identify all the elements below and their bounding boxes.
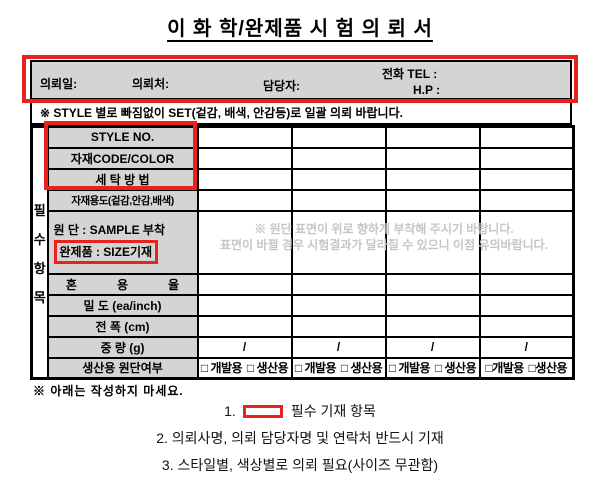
style-set-notice: ※ STYLE 별로 빠짐없이 SET(겉감, 배색, 안감등)로 일괄 의뢰 … (30, 100, 572, 125)
input-cell[interactable] (478, 167, 575, 191)
wash-method-label: 세 탁 방 법 (46, 167, 199, 191)
fabric-width-label: 전 폭 (cm) (46, 314, 199, 338)
required-items-vertical-header: 필 수 항 목 (30, 125, 49, 380)
required-column-char: 목 (33, 289, 46, 305)
density-label: 밀 도 (ea/inch) (46, 293, 199, 317)
request-date-label: 의뢰일: (40, 77, 78, 91)
input-cell[interactable] (196, 272, 293, 296)
input-cell[interactable] (384, 167, 481, 191)
input-cell[interactable] (384, 272, 481, 296)
footer-note-1-text: 필수 기재 항목 (290, 403, 376, 419)
weight-input-cell[interactable]: / (290, 335, 387, 359)
input-cell[interactable] (478, 188, 575, 212)
contact-header-row: 의뢰일: 의뢰처: 담당자: 전화 TEL : H.P : (30, 60, 572, 100)
input-cell[interactable] (384, 314, 481, 338)
required-column-char: 수 (33, 231, 46, 247)
input-cell[interactable] (196, 188, 293, 212)
material-use-label: 자재용도(겉감,안감,배색) (46, 188, 199, 212)
footer-note-2: 2. 의뢰사명, 의뢰 담당자명 및 연락처 반드시 기재 (156, 430, 444, 446)
required-box-legend-icon (242, 405, 283, 418)
footer-note-1-number: 1. (224, 403, 236, 419)
finished-size-required-highlight: 완제품 : SIZE기재 (53, 239, 159, 264)
prod-checkbox-option[interactable]: □ 생산용 (246, 361, 289, 376)
weight-input-cell[interactable]: / (196, 335, 293, 359)
input-cell[interactable] (384, 125, 481, 149)
footer-note-3: 3. 스타일별, 색상별로 의뢰 필요(사이즈 무관함) (161, 457, 439, 473)
input-cell[interactable] (478, 209, 575, 275)
prod-checkbox-option[interactable]: □ 생산용 (340, 361, 383, 376)
production-fabric-label: 생산용 원단여부 (46, 356, 199, 380)
tel-label: 전화 TEL : (382, 67, 438, 81)
input-cell[interactable] (290, 293, 387, 317)
dev-checkbox-option[interactable]: □ 개발용 (200, 361, 243, 376)
input-cell[interactable] (384, 293, 481, 317)
input-cell[interactable] (290, 167, 387, 191)
test-request-table: 필 수 항 목 STYLE NO. 자재CODE/COLOR 세 탁 방 법 자… (30, 125, 575, 380)
dev-checkbox-option[interactable]: □ 개발용 (294, 361, 337, 376)
input-cell[interactable] (478, 314, 575, 338)
client-label: 의뢰처: (132, 77, 170, 91)
usage-cell: □ 개발용 □ 생산용 (196, 356, 293, 380)
input-cell[interactable] (196, 314, 293, 338)
input-cell[interactable] (290, 188, 387, 212)
input-cell[interactable] (196, 293, 293, 317)
usage-cell: □ 개발용 □ 생산용 (384, 356, 481, 380)
required-column-char: 필 (33, 202, 46, 218)
input-cell[interactable] (290, 209, 387, 275)
input-cell[interactable] (478, 125, 575, 149)
input-cell[interactable] (478, 272, 575, 296)
weight-input-cell[interactable]: / (384, 335, 481, 359)
page-title: 이 화 학/완제품 시 험 의 뢰 서 (167, 18, 433, 40)
do-not-fill-warning: ※ 아래는 작성하지 마세요. (33, 384, 184, 398)
input-cell[interactable] (290, 146, 387, 170)
mobile-label: H.P : (413, 83, 441, 97)
input-cell[interactable] (384, 209, 481, 275)
weight-input-cell[interactable]: / (478, 335, 575, 359)
manager-label: 담당자: (263, 79, 301, 93)
fabric-sample-line: 원 단 : SAMPLE 부착 (53, 222, 166, 237)
input-cell[interactable] (290, 125, 387, 149)
input-cell[interactable] (290, 272, 387, 296)
dev-checkbox-option[interactable]: □ 개발용 (388, 361, 431, 376)
dev-checkbox-option[interactable]: □개발용 (485, 361, 524, 376)
input-cell[interactable] (384, 188, 481, 212)
input-cell[interactable] (196, 146, 293, 170)
input-cell[interactable] (196, 167, 293, 191)
input-cell[interactable] (196, 125, 293, 149)
input-cell[interactable] (478, 293, 575, 317)
weight-label: 중 량 (g) (46, 335, 199, 359)
input-cell[interactable] (196, 209, 293, 275)
input-cell[interactable] (290, 314, 387, 338)
input-cell[interactable] (478, 146, 575, 170)
usage-cell: □ 개발용 □ 생산용 (290, 356, 387, 380)
usage-cell: □개발용 □생산용 (478, 356, 575, 380)
prod-checkbox-option[interactable]: □ 생산용 (434, 361, 477, 376)
input-cell[interactable] (384, 146, 481, 170)
footer-note-1: 1. 필수 기재 항목 (0, 398, 600, 425)
material-code-label: 자재CODE/COLOR (46, 146, 199, 170)
blend-ratio-label: 혼 용 율 (46, 272, 199, 296)
required-column-char: 항 (33, 260, 46, 276)
prod-checkbox-option[interactable]: □생산용 (528, 361, 568, 376)
style-no-label: STYLE NO. (46, 125, 199, 149)
footer-notes: 1. 필수 기재 항목 2. 의뢰사명, 의뢰 담당자명 및 연락처 반드시 기재… (0, 398, 600, 479)
fabric-sample-label: 원 단 : SAMPLE 부착 완제품 : SIZE기재 (46, 209, 199, 275)
